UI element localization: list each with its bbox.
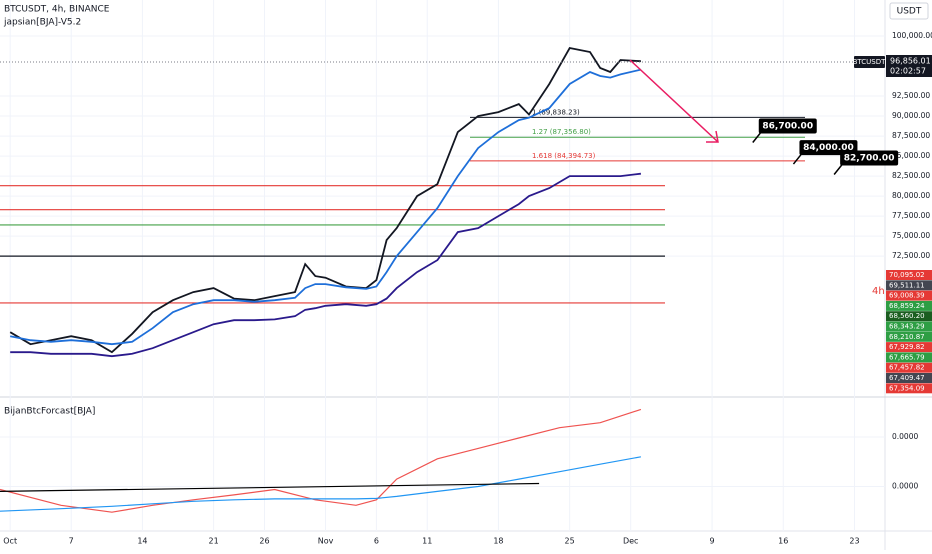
projection-arrow bbox=[629, 59, 719, 143]
price-label: 67,929.82 bbox=[889, 343, 925, 351]
x-tick-label: 14 bbox=[137, 537, 147, 546]
fib-label: 1.618 (84,394.73) bbox=[532, 152, 596, 160]
y-tick-label: 85,000.00 bbox=[892, 151, 930, 160]
x-tick-label: 23 bbox=[849, 537, 859, 546]
last-price-tag bbox=[886, 55, 932, 77]
price-label-bg bbox=[886, 352, 932, 363]
price-label: 69,008.39 bbox=[889, 292, 925, 300]
target-box bbox=[840, 150, 899, 166]
series-line bbox=[0, 456, 642, 512]
y-tick-label: 0.0000 bbox=[892, 481, 918, 490]
price-label: 68,210.87 bbox=[889, 333, 925, 341]
price-label-bg bbox=[886, 373, 932, 383]
price-label-bg bbox=[886, 362, 932, 373]
y-tick-label: 82,500.00 bbox=[892, 171, 930, 180]
target-label: 86,700.00 bbox=[762, 121, 813, 131]
ticker-tag bbox=[854, 56, 885, 68]
timeframe-label: 4h bbox=[872, 286, 885, 297]
symbol-title: BTCUSDT, 4h, BINANCE bbox=[4, 5, 110, 15]
x-tick-label: Oct bbox=[3, 537, 17, 546]
target-pointer bbox=[833, 164, 843, 175]
y-tick-label: 92,500.00 bbox=[892, 91, 930, 100]
y-tick-label: 0.0000 bbox=[892, 432, 918, 441]
price-label-bg bbox=[886, 300, 932, 311]
price-label: 68,560.20 bbox=[889, 312, 925, 320]
price-label: 69,511.11 bbox=[889, 281, 925, 289]
price-label: 68,859.24 bbox=[889, 302, 925, 310]
x-tick-label: 21 bbox=[209, 537, 219, 546]
price-label: 67,354.09 bbox=[889, 384, 925, 392]
countdown: 02:02:57 bbox=[890, 67, 926, 76]
x-tick-label: 26 bbox=[259, 537, 269, 546]
target-label: 84,000.00 bbox=[803, 143, 854, 153]
fib-label: 1 (89,838.23) bbox=[532, 108, 580, 116]
x-tick-label: 6 bbox=[374, 537, 379, 546]
price-label-bg bbox=[886, 311, 932, 322]
target-pointer bbox=[752, 132, 762, 143]
x-tick-label: 11 bbox=[422, 537, 432, 546]
series-line bbox=[0, 408, 642, 513]
x-tick-label: Nov bbox=[318, 537, 334, 546]
lower-pane-title: BijanBtcForcast[BJA] bbox=[4, 407, 95, 417]
target-box bbox=[758, 118, 817, 134]
y-tick-label: 80,000.00 bbox=[892, 191, 930, 200]
indicator-title: japsian[BJA]-V5.2 bbox=[3, 18, 81, 28]
x-tick-label: 25 bbox=[565, 537, 575, 546]
price-label-bg bbox=[886, 342, 932, 353]
y-tick-label: 100,000.00 bbox=[892, 31, 932, 40]
price-label: 70,095.02 bbox=[889, 271, 925, 279]
currency[interactable]: USDT bbox=[897, 7, 922, 17]
last-price: 96,856.01 bbox=[890, 57, 931, 66]
price-label-bg bbox=[886, 321, 932, 332]
currency-button[interactable] bbox=[889, 2, 929, 20]
x-tick-label: 9 bbox=[710, 537, 715, 546]
fib-label: 1.27 (87,356.80) bbox=[532, 128, 591, 136]
x-tick-label: 18 bbox=[493, 537, 503, 546]
x-tick-label: 16 bbox=[778, 537, 788, 546]
target-label: 82,700.00 bbox=[844, 153, 895, 163]
y-tick-label: 75,000.00 bbox=[892, 231, 930, 240]
x-tick-label: 7 bbox=[69, 537, 74, 546]
price-label-bg bbox=[886, 331, 932, 342]
y-tick-label: 90,000.00 bbox=[892, 111, 930, 120]
series-line bbox=[0, 482, 540, 492]
target-pointer bbox=[792, 153, 803, 165]
price-label: 67,665.79 bbox=[889, 353, 925, 361]
price-label: 67,409.47 bbox=[889, 374, 925, 382]
price-label-bg bbox=[886, 383, 932, 394]
series-line bbox=[10, 68, 642, 346]
ticker: BTCUSDT bbox=[853, 58, 887, 66]
price-label-bg bbox=[886, 280, 932, 291]
y-tick-label: 72,500.00 bbox=[892, 251, 930, 260]
price-label: 68,343.29 bbox=[889, 323, 925, 331]
price-label: 67,457.82 bbox=[889, 364, 925, 372]
series-line bbox=[10, 172, 642, 358]
y-tick-label: 77,500.00 bbox=[892, 211, 930, 220]
y-tick-label: 87,500.00 bbox=[892, 131, 930, 140]
price-label-bg bbox=[886, 270, 932, 280]
x-tick-label: Dec bbox=[623, 537, 638, 546]
price-label-bg bbox=[886, 290, 932, 301]
